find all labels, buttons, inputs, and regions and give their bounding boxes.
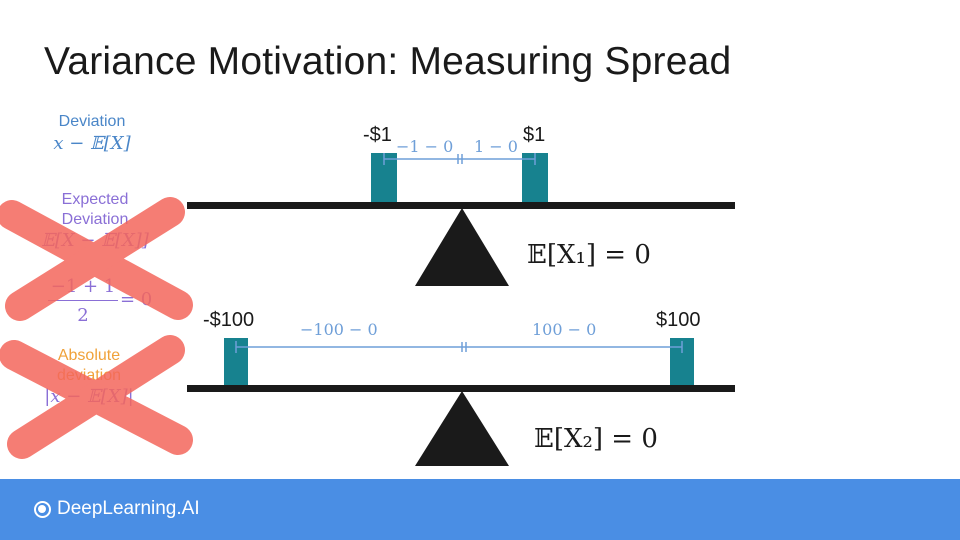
expected-deviation-cross-icon xyxy=(0,197,193,321)
seesaw1-left-distance: −1 − 0 xyxy=(396,137,454,156)
seesaw2-left-value: -$100 xyxy=(203,309,255,331)
seesaw-2 xyxy=(187,338,735,466)
deviation-label: Deviation xyxy=(58,113,126,130)
expected-label-line1: Expected xyxy=(61,191,129,208)
deeplearning-logo-icon xyxy=(34,500,51,518)
seesaw-1 xyxy=(187,153,735,286)
beam-2 xyxy=(187,385,735,392)
footer-bar: DeepLearning.AI xyxy=(0,479,960,540)
brand-name: DeepLearning.AI xyxy=(57,498,200,519)
beam-1 xyxy=(187,202,735,209)
brand: DeepLearning.AI xyxy=(34,498,200,520)
deviation-block: Deviation x − 𝔼[X] xyxy=(30,112,154,154)
absolute-label-line1: Absolute xyxy=(57,347,121,364)
slide-title: Variance Motivation: Measuring Spread xyxy=(44,40,732,83)
fulcrum-2 xyxy=(415,391,509,466)
absolute-deviation-cross-icon xyxy=(0,335,193,459)
distance-line-1 xyxy=(383,153,536,165)
deviation-formula: x − 𝔼[X] xyxy=(53,133,131,154)
seesaw2-right-value: $100 xyxy=(656,309,701,331)
seesaw2-right-distance: 100 − 0 xyxy=(532,320,597,339)
seesaw2-expectation: 𝔼[X₂] = 0 xyxy=(534,424,658,454)
fulcrum-1 xyxy=(415,208,509,286)
seesaw2-left-distance: −100 − 0 xyxy=(300,320,378,339)
seesaw1-right-distance: 1 − 0 xyxy=(474,137,518,156)
seesaw1-right-value: $1 xyxy=(523,124,546,146)
seesaw1-expectation: 𝔼[X₁] = 0 xyxy=(527,240,651,270)
seesaw1-left-value: -$1 xyxy=(363,124,392,146)
fraction-bar xyxy=(48,300,118,301)
fraction-denominator: 2 xyxy=(77,305,89,326)
distance-line-2 xyxy=(235,341,683,353)
expected-label-line2: Deviation xyxy=(61,211,129,228)
